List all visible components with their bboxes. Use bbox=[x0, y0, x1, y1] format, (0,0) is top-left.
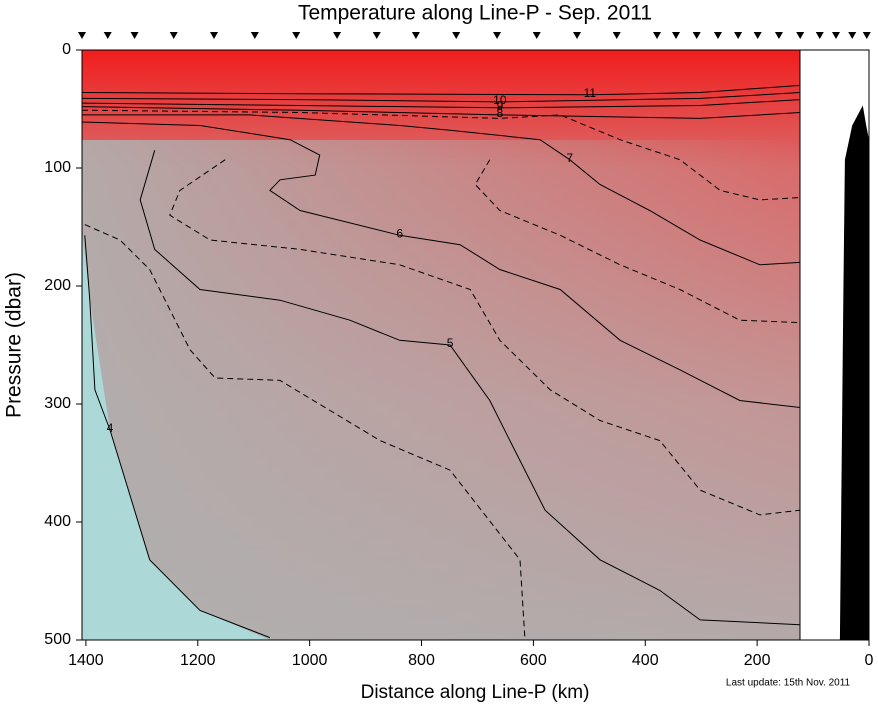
station-marker bbox=[573, 32, 582, 39]
station-marker bbox=[372, 32, 381, 39]
station-marker bbox=[796, 32, 805, 39]
contour-line bbox=[82, 121, 800, 408]
x-tick-label: 0 bbox=[865, 652, 874, 669]
contour-line bbox=[84, 235, 271, 639]
contour-line bbox=[139, 150, 800, 626]
x-tick-label: 1400 bbox=[68, 652, 104, 669]
station-marker bbox=[493, 32, 502, 39]
station-marker bbox=[411, 32, 420, 39]
y-tick-label: 500 bbox=[44, 631, 71, 648]
x-tick-label: 400 bbox=[632, 652, 659, 669]
contour-label: 6 bbox=[396, 226, 403, 240]
y-tick-label: 100 bbox=[44, 159, 71, 176]
station-marker bbox=[292, 32, 301, 39]
contour-line bbox=[82, 114, 800, 266]
station-marker bbox=[672, 32, 681, 39]
station-marker bbox=[210, 32, 219, 39]
station-marker bbox=[862, 32, 871, 39]
station-marker bbox=[452, 32, 461, 39]
x-axis-label: Distance along Line-P (km) bbox=[361, 682, 590, 703]
x-tick-label: 200 bbox=[744, 652, 771, 669]
station-marker bbox=[831, 32, 840, 39]
station-marker bbox=[103, 32, 112, 39]
y-axis-label: Pressure (dbar) bbox=[3, 272, 26, 418]
station-marker bbox=[753, 32, 762, 39]
contour-label: 9 bbox=[496, 99, 503, 113]
contour-label: 10 bbox=[493, 93, 507, 107]
y-tick-label: 0 bbox=[62, 41, 71, 58]
station-marker bbox=[734, 32, 743, 39]
contour-label: 7 bbox=[566, 151, 573, 165]
station-marker bbox=[653, 32, 662, 39]
station-marker bbox=[250, 32, 259, 39]
contour-label: 4 bbox=[107, 421, 114, 435]
station-marker bbox=[532, 32, 541, 39]
station-marker bbox=[78, 32, 86, 39]
station-marker bbox=[692, 32, 701, 39]
annotation: Last update: 15th Nov. 2011 bbox=[726, 678, 851, 689]
x-tick-label: 1000 bbox=[292, 652, 328, 669]
contour-line bbox=[169, 159, 800, 516]
station-marker bbox=[612, 32, 621, 39]
contour-label: 11 bbox=[584, 86, 597, 100]
station-marker bbox=[774, 32, 783, 39]
contour-line bbox=[84, 224, 526, 640]
contour-label: 8 bbox=[496, 106, 503, 120]
contour-line bbox=[82, 99, 800, 109]
y-tick-label: 200 bbox=[44, 277, 71, 294]
bathymetry bbox=[839, 105, 869, 640]
contour-line bbox=[474, 159, 800, 324]
contour-line bbox=[82, 109, 800, 201]
station-marker bbox=[713, 32, 722, 39]
x-tick-label: 1200 bbox=[180, 652, 216, 669]
station-marker bbox=[169, 32, 178, 39]
station-marker bbox=[815, 32, 824, 39]
station-marker bbox=[130, 32, 139, 39]
x-tick-label: 800 bbox=[408, 652, 435, 669]
x-tick-label: 600 bbox=[520, 652, 547, 669]
contour-label: 5 bbox=[447, 336, 454, 350]
y-tick-label: 300 bbox=[44, 395, 71, 412]
contour-line bbox=[82, 92, 800, 103]
contour-line bbox=[82, 106, 800, 119]
field-shade bbox=[82, 140, 800, 640]
contour-line bbox=[82, 84, 800, 96]
station-marker bbox=[848, 32, 857, 39]
station-marker bbox=[333, 32, 342, 39]
cold-region bbox=[82, 230, 270, 640]
y-tick-label: 400 bbox=[44, 513, 71, 530]
chart-title: Temperature along Line-P - Sep. 2011 bbox=[298, 2, 652, 25]
